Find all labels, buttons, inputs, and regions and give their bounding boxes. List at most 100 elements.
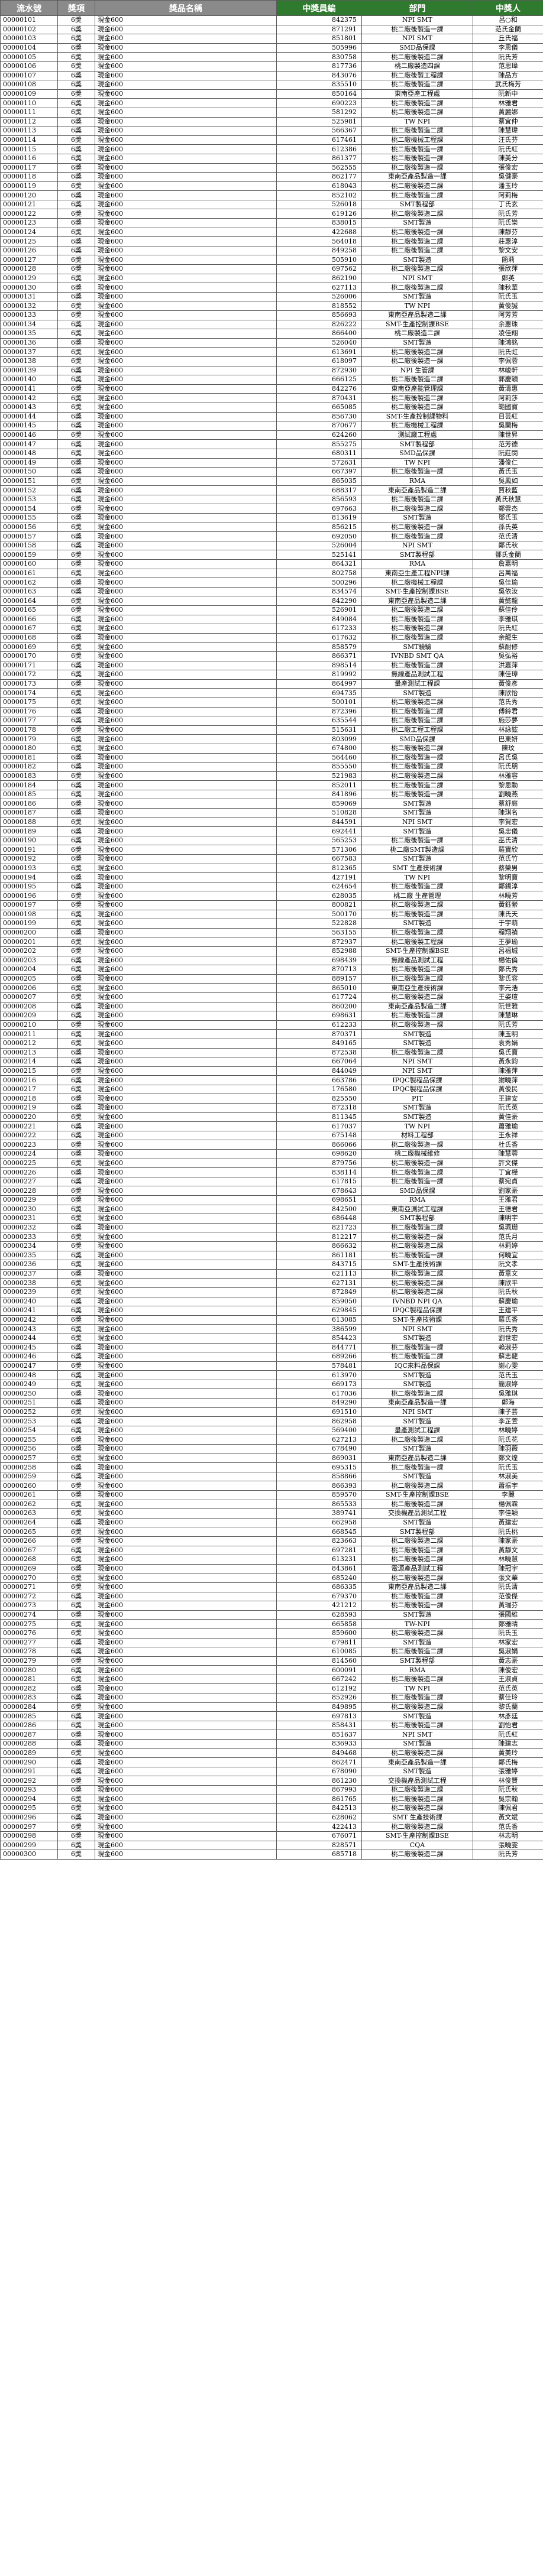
prize-tier-cell: 6獎	[57, 614, 95, 625]
winner-name-cell: 張雅婷	[473, 1766, 543, 1777]
table-row: 00000129 6獎 現金600 862190 NPI SMT 鄭英	[0, 273, 543, 284]
prize-tier-cell: 6獎	[57, 1011, 95, 1021]
winner-name-cell: 李思儀	[473, 43, 543, 53]
department-cell: 桃二廠後製造二課	[361, 393, 473, 403]
employee-id-cell: 665858	[276, 1619, 362, 1629]
table-row: 00000193 6獎 現金600 812365 SMT 生產技術課 蔡榮男	[0, 863, 543, 874]
serial-cell: 00000101	[0, 15, 58, 25]
serial-cell: 00000220	[0, 1112, 58, 1122]
prize-tier-cell: 6獎	[57, 891, 95, 901]
table-row: 00000218 6獎 現金600 825550 PIT 王建安	[0, 1094, 543, 1104]
employee-id-cell: 872930	[276, 365, 362, 376]
employee-id-cell: 864321	[276, 559, 362, 569]
department-cell: 桃二廠後製造二課	[361, 1241, 473, 1251]
serial-cell: 00000198	[0, 909, 58, 920]
table-row: 00000159 6獎 現金600 525141 SMT製程部 鄧氏金蘭	[0, 550, 543, 560]
table-row: 00000136 6獎 現金600 526040 SMT製造 陳鴻銘	[0, 338, 543, 348]
employee-id-cell: 621113	[276, 1268, 362, 1279]
prize-name-cell: 現金600	[95, 1628, 277, 1639]
serial-cell: 00000118	[0, 172, 58, 182]
prize-tier-cell: 6獎	[57, 384, 95, 394]
table-row: 00000135 6獎 現金600 866400 桃二廠製造二課 凌佳翔	[0, 329, 543, 339]
serial-cell: 00000211	[0, 1029, 58, 1039]
serial-cell: 00000286	[0, 1720, 58, 1731]
employee-id-cell: 859570	[276, 1490, 362, 1500]
winner-name-cell: 杜氏香	[473, 1140, 543, 1150]
winner-name-cell: 潘玉玲	[473, 181, 543, 192]
winner-name-cell: 吳鳳如	[473, 476, 543, 486]
prize-tier-cell: 6獎	[57, 1370, 95, 1380]
department-cell: 東南亞生產工程NPI課	[361, 568, 473, 579]
department-cell: 電源產品測試工程	[361, 1563, 473, 1574]
table-row: 00000216 6獎 現金600 663786 IPQC製程品保課 謝曉萍	[0, 1075, 543, 1085]
table-row: 00000190 6獎 現金600 565253 桃二廠後製造一課 巫氏清	[0, 835, 543, 846]
employee-id-cell: 688317	[276, 485, 362, 495]
serial-cell: 00000148	[0, 448, 58, 459]
department-cell: 東南亞產品製造二課	[361, 1582, 473, 1592]
table-row: 00000295 6獎 現金600 842513 桃二廠後製造二課 陳佩君	[0, 1803, 543, 1813]
table-row: 00000210 6獎 現金600 612233 桃二廠後製造一課 阮氏芳	[0, 1020, 543, 1030]
winner-name-cell: 黃鈺縈	[473, 900, 543, 910]
serial-cell: 00000264	[0, 1517, 58, 1528]
prize-name-cell: 現金600	[95, 1683, 277, 1694]
serial-cell: 00000269	[0, 1563, 58, 1574]
department-cell: RMA	[361, 476, 473, 486]
serial-cell: 00000200	[0, 927, 58, 938]
serial-cell: 00000279	[0, 1656, 58, 1666]
prize-name-cell: 現金600	[95, 1665, 277, 1675]
department-cell: SMT製造	[361, 1038, 473, 1049]
employee-id-cell: 838114	[276, 1167, 362, 1177]
employee-id-cell: 628062	[276, 1812, 362, 1823]
department-cell: 桃二廠後製造二課	[361, 236, 473, 246]
serial-cell: 00000247	[0, 1361, 58, 1371]
serial-cell: 00000193	[0, 863, 58, 874]
department-cell: 桃二廠後製造一課	[361, 522, 473, 533]
header-employee-id: 中獎員編	[276, 0, 362, 16]
table-row: 00000267 6獎 現金600 697281 桃二廠後製造二課 黃靜文	[0, 1545, 543, 1556]
department-cell: 桃二廠後製造一課	[361, 1176, 473, 1187]
employee-id-cell: 870371	[276, 1029, 362, 1039]
serial-cell: 00000185	[0, 789, 58, 800]
employee-id-cell: 500101	[276, 697, 362, 708]
department-cell: SMT製造	[361, 1517, 473, 1528]
employee-id-cell: 849084	[276, 614, 362, 625]
employee-id-cell: 505996	[276, 43, 362, 53]
prize-tier-cell: 6獎	[57, 1379, 95, 1390]
employee-id-cell: 858579	[276, 642, 362, 652]
serial-cell: 00000282	[0, 1683, 58, 1694]
department-cell: SMT製程部	[361, 1214, 473, 1224]
prize-tier-cell: 6獎	[57, 826, 95, 836]
department-cell: 桃二廠後製工程課	[361, 937, 473, 947]
serial-cell: 00000251	[0, 1398, 58, 1408]
prize-tier-cell: 6獎	[57, 1545, 95, 1556]
prize-tier-cell: 6獎	[57, 1121, 95, 1131]
department-cell: 交換機產品測試工程	[361, 1508, 473, 1519]
serial-cell: 00000188	[0, 817, 58, 828]
serial-cell: 00000299	[0, 1840, 58, 1851]
department-cell: 桃二廠後製造一課	[361, 24, 473, 35]
table-row: 00000169 6獎 現金600 858579 SMT驗驗 蘇耐修	[0, 642, 543, 652]
winner-name-cell: 王德君	[473, 1204, 543, 1215]
prize-name-cell: 現金600	[95, 245, 277, 256]
serial-cell: 00000202	[0, 946, 58, 956]
employee-id-cell: 842290	[276, 596, 362, 606]
department-cell: 東南亞產品製造二課	[361, 1453, 473, 1464]
prize-tier-cell: 6獎	[57, 881, 95, 892]
employee-id-cell: 525981	[276, 116, 362, 127]
winner-name-cell: 陳世昇	[473, 430, 543, 440]
employee-id-cell: 856593	[276, 494, 362, 505]
table-row: 00000106 6獎 現金600 817736 桃二廠製造四課 范思瑋	[0, 61, 543, 72]
table-row: 00000246 6獎 現金600 689266 桃二廠後製造二課 蘇志龍	[0, 1352, 543, 1362]
table-row: 00000161 6獎 現金600 802758 東南亞生產工程NPI課 呂萬福	[0, 568, 543, 579]
department-cell: NPI SMT	[361, 273, 473, 284]
department-cell: 桃二廠後製造二課	[361, 1748, 473, 1759]
table-row: 00000101 6獎 現金600 842375 NPI SMT 呂○和	[0, 15, 543, 25]
serial-cell: 00000215	[0, 1066, 58, 1076]
prize-winner-sheet: 流水號 獎項 獎品名稱 中獎員編 部門 中獎人 00000101 6獎 現金600 8…	[0, 0, 543, 1860]
prize-tier-cell: 6獎	[57, 762, 95, 772]
prize-name-cell: 現金600	[95, 1342, 277, 1353]
department-cell: SMT製造	[361, 513, 473, 523]
department-cell: 桃二廠後製造二課	[361, 1591, 473, 1602]
department-cell: 桃二廠後製造二課	[361, 1388, 473, 1399]
department-cell: SMT製造	[361, 799, 473, 809]
